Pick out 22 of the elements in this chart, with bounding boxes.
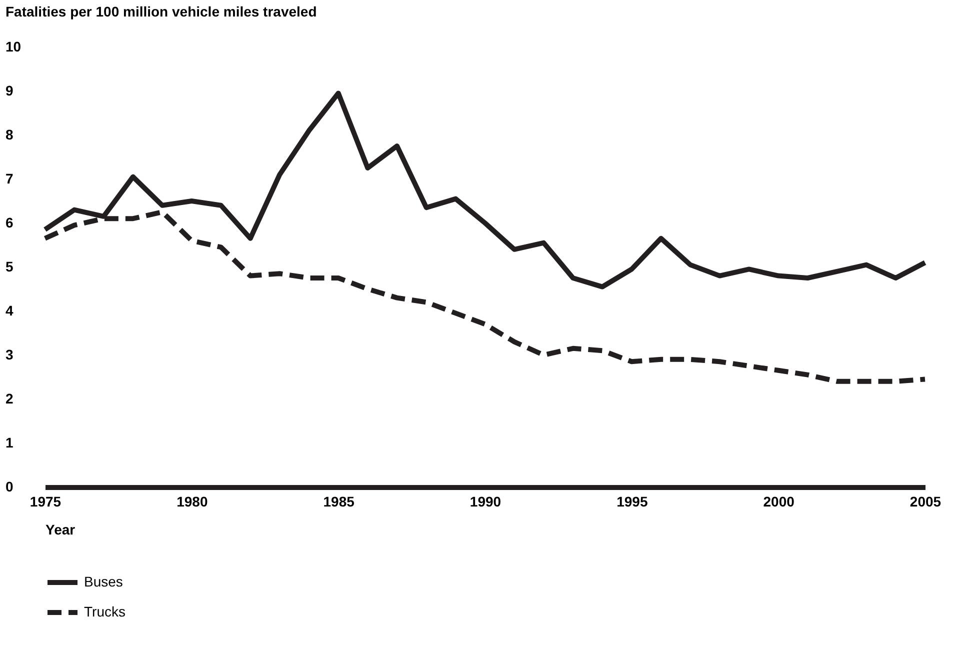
legend-label: Buses	[84, 574, 123, 590]
x-tick-label: 1975	[30, 494, 62, 510]
y-tick-label: 2	[6, 390, 14, 406]
y-tick-label: 7	[6, 170, 14, 186]
y-tick-label: 5	[6, 258, 14, 274]
y-tick-label: 8	[6, 126, 14, 142]
y-tick-label: 9	[6, 82, 14, 98]
y-axis-title: Fatalities per 100 million vehicle miles traveled	[6, 4, 317, 20]
y-tick-label: 10	[6, 38, 22, 54]
y-tick-label: 0	[6, 478, 14, 494]
y-tick-label: 4	[6, 302, 14, 318]
x-tick-label: 2000	[763, 494, 795, 510]
x-tick-label: 1995	[616, 494, 648, 510]
x-tick-label: 2005	[910, 494, 942, 510]
x-tick-label: 1985	[323, 494, 355, 510]
y-tick-label: 6	[6, 214, 14, 230]
x-tick-label: 1990	[470, 494, 502, 510]
y-tick-label: 1	[6, 434, 14, 450]
y-tick-label: 3	[6, 346, 14, 362]
x-tick-label: 1980	[176, 494, 208, 510]
x-axis-title: Year	[46, 522, 76, 538]
legend-label: Trucks	[84, 604, 126, 620]
